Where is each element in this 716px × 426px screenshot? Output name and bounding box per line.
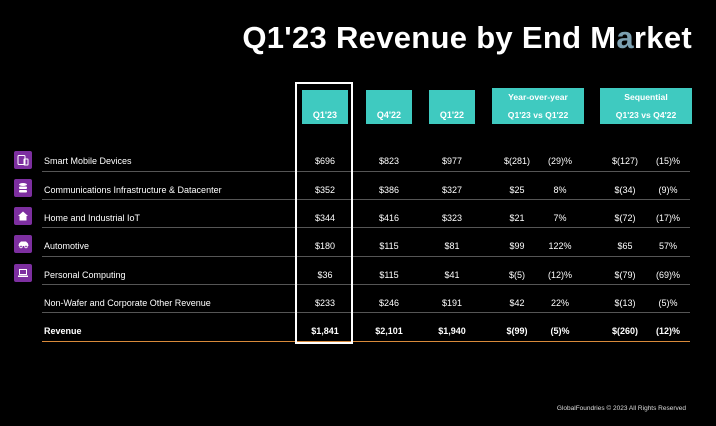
header-q1-22: Q1'22 bbox=[429, 90, 475, 124]
title-prefix: Q1'23 Revenue by End M bbox=[242, 20, 617, 55]
cell-seq-d: $(72) bbox=[614, 213, 636, 223]
cell-yoy-d: $99 bbox=[509, 241, 525, 251]
row-label: Communications Infrastructure & Datacent… bbox=[44, 185, 222, 195]
cell-yoy-d: $42 bbox=[509, 298, 525, 308]
home-icon bbox=[14, 207, 32, 225]
cell-q1-23: $344 bbox=[314, 213, 336, 223]
cell-q1-22: $1,940 bbox=[438, 326, 466, 336]
cell-yoy-p: 8% bbox=[553, 185, 567, 195]
cell-yoy-d: $(5) bbox=[508, 270, 525, 280]
footer-copyright: GlobalFoundries © 2023 All Rights Reserv… bbox=[556, 405, 686, 412]
cell-q1-22: $81 bbox=[444, 241, 460, 251]
header-seq-title: Sequential bbox=[624, 92, 668, 102]
cell-q4-22: $386 bbox=[378, 185, 400, 195]
header-q1-23: Q1'23 bbox=[302, 90, 348, 124]
cell-yoy-d: $25 bbox=[509, 185, 525, 195]
header-q4-22: Q4'22 bbox=[366, 90, 412, 124]
row-divider bbox=[42, 227, 690, 228]
cell-seq-d: $65 bbox=[617, 241, 633, 251]
cell-seq-d: $(127) bbox=[611, 156, 638, 166]
cell-q1-23: $36 bbox=[317, 270, 333, 280]
cell-yoy-d: $(99) bbox=[506, 326, 528, 336]
header-yoy-sub: Q1'23 vs Q1'22 bbox=[507, 110, 569, 120]
title-accent: a bbox=[616, 20, 634, 55]
header-sequential: Sequential Q1'23 vs Q4'22 bbox=[600, 88, 692, 124]
cell-seq-p: (12)% bbox=[655, 326, 680, 336]
cell-q4-22: $246 bbox=[378, 298, 400, 308]
cell-q1-23: $696 bbox=[314, 156, 336, 166]
row-label: Personal Computing bbox=[44, 270, 126, 280]
slide-title: Q1'23 Revenue by End Market bbox=[242, 20, 692, 56]
row-label: Smart Mobile Devices bbox=[44, 156, 132, 166]
cell-q4-22: $416 bbox=[378, 213, 400, 223]
cell-yoy-p: 122% bbox=[548, 241, 572, 251]
row-divider bbox=[42, 171, 690, 172]
cell-seq-d: $(79) bbox=[614, 270, 636, 280]
total-underline bbox=[42, 341, 690, 342]
cell-q4-22: $115 bbox=[379, 241, 399, 251]
cell-q1-22: $191 bbox=[441, 298, 463, 308]
cell-seq-d: $(260) bbox=[611, 326, 638, 336]
cell-seq-p: (15)% bbox=[655, 156, 680, 166]
cell-yoy-d: $21 bbox=[509, 213, 525, 223]
database-icon bbox=[14, 179, 32, 197]
cell-seq-p: (17)% bbox=[655, 213, 680, 223]
cell-seq-p: (5)% bbox=[658, 298, 678, 308]
cell-seq-d: $(34) bbox=[614, 185, 636, 195]
row-divider bbox=[42, 199, 690, 200]
header-yoy-title: Year-over-year bbox=[508, 92, 568, 102]
smartphone-icon bbox=[14, 151, 32, 169]
row-label: Non-Wafer and Corporate Other Revenue bbox=[44, 298, 211, 308]
cell-q4-22: $823 bbox=[378, 156, 400, 166]
cell-q1-23: $180 bbox=[314, 241, 336, 251]
title-suffix: rket bbox=[633, 20, 692, 55]
cell-q1-22: $323 bbox=[441, 213, 463, 223]
row-divider bbox=[42, 284, 690, 285]
cell-yoy-p: 22% bbox=[550, 298, 569, 308]
cell-yoy-p: (29)% bbox=[547, 156, 572, 166]
row-label: Home and Industrial IoT bbox=[44, 213, 141, 223]
cell-q1-22: $977 bbox=[441, 156, 463, 166]
row-divider bbox=[42, 312, 690, 313]
cell-q1-23: $352 bbox=[314, 185, 336, 195]
cell-seq-d: $(13) bbox=[614, 298, 636, 308]
cell-q1-23: $233 bbox=[314, 298, 336, 308]
cell-yoy-d: $(281) bbox=[503, 156, 530, 166]
cell-q1-22: $327 bbox=[441, 185, 463, 195]
laptop-icon bbox=[14, 264, 32, 282]
cell-yoy-p: (12)% bbox=[547, 270, 572, 280]
row-label: Automotive bbox=[44, 241, 90, 251]
cell-q4-22: $2,101 bbox=[375, 326, 403, 336]
cell-seq-p: 57% bbox=[658, 241, 677, 251]
cell-yoy-p: (5)% bbox=[550, 326, 570, 336]
row-label: Revenue bbox=[44, 326, 82, 336]
cell-seq-p: (9)% bbox=[658, 185, 678, 195]
header-seq-sub: Q1'23 vs Q4'22 bbox=[615, 110, 677, 120]
row-divider bbox=[42, 256, 690, 257]
header-yoy: Year-over-year Q1'23 vs Q1'22 bbox=[492, 88, 584, 124]
car-icon bbox=[14, 235, 32, 253]
cell-q4-22: $115 bbox=[379, 270, 399, 280]
cell-q1-23: $1,841 bbox=[311, 326, 339, 336]
cell-q1-22: $41 bbox=[444, 270, 460, 280]
cell-seq-p: (69)% bbox=[655, 270, 680, 280]
q1-23-highlight-box bbox=[295, 82, 353, 344]
cell-yoy-p: 7% bbox=[553, 213, 567, 223]
